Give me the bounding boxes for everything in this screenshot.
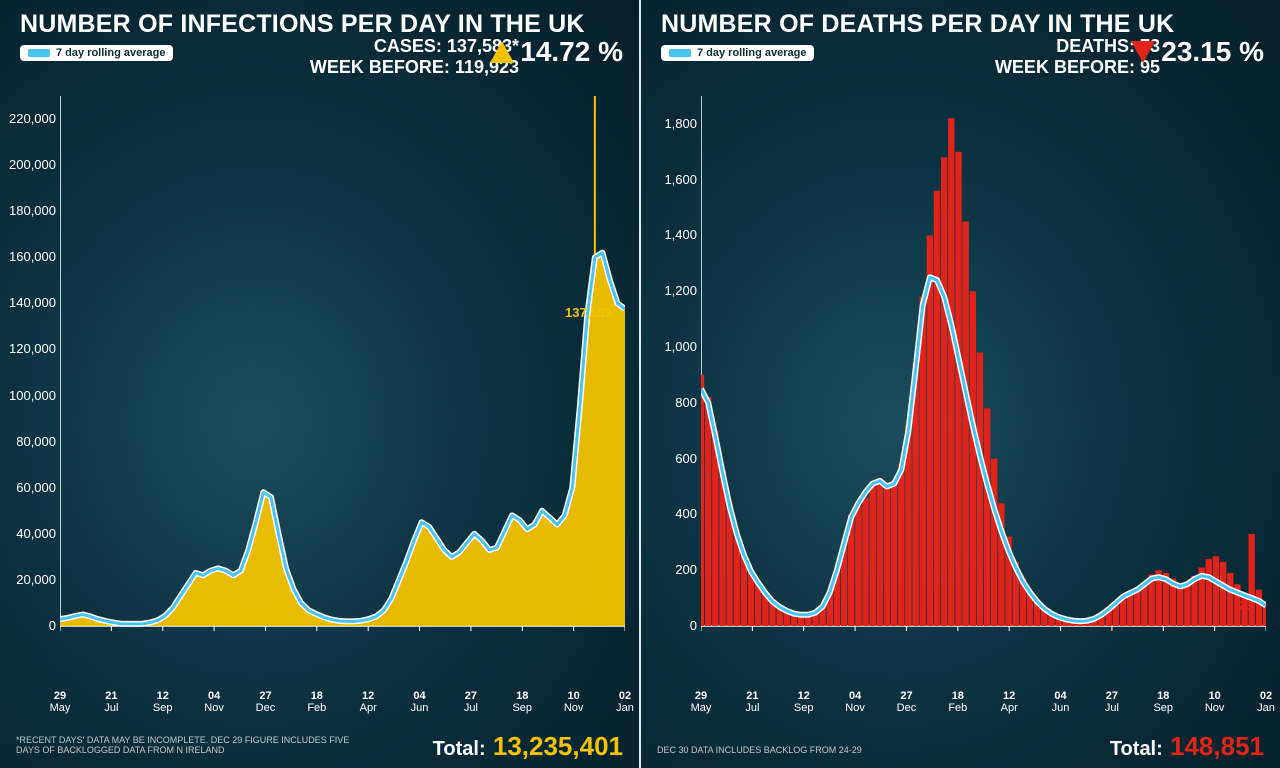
infections-change: 14.72 % bbox=[490, 36, 623, 68]
y-tick-label: 1,000 bbox=[641, 339, 697, 354]
x-tick-label: 02Jan bbox=[1248, 690, 1280, 714]
x-tick-label: 29May bbox=[42, 690, 78, 714]
x-tick-label: 04Nov bbox=[837, 690, 873, 714]
end-value-label: 137,583 bbox=[565, 305, 612, 320]
y-tick-label: 0 bbox=[641, 618, 697, 633]
x-tick-label: 02Jan bbox=[607, 690, 643, 714]
x-tick-label: 18Feb bbox=[299, 690, 335, 714]
x-tick-label: 29May bbox=[683, 690, 719, 714]
x-tick-label: 04Nov bbox=[196, 690, 232, 714]
y-tick-label: 200,000 bbox=[0, 157, 56, 172]
legend-swatch bbox=[28, 49, 50, 57]
legend-badge: 7 day rolling average bbox=[661, 45, 814, 61]
y-tick-label: 180,000 bbox=[0, 203, 56, 218]
x-tick-label: 10Nov bbox=[556, 690, 592, 714]
x-tick-label: 27Jul bbox=[1094, 690, 1130, 714]
x-tick-label: 27Dec bbox=[247, 690, 283, 714]
y-tick-label: 1,200 bbox=[641, 283, 697, 298]
deaths-change: 23.15 % bbox=[1131, 36, 1264, 68]
y-tick-label: 0 bbox=[0, 618, 56, 633]
y-tick-label: 20,000 bbox=[0, 572, 56, 587]
legend-swatch bbox=[669, 49, 691, 57]
x-tick-label: 21Jul bbox=[93, 690, 129, 714]
deaths-total: Total: 148,851 bbox=[1110, 731, 1264, 762]
infections-panel: NUMBER OF INFECTIONS PER DAY IN THE UK 7… bbox=[0, 0, 639, 768]
y-tick-label: 200 bbox=[641, 562, 697, 577]
deaths-chart bbox=[701, 96, 1266, 666]
y-tick-label: 220,000 bbox=[0, 111, 56, 126]
x-tick-label: 27Dec bbox=[888, 690, 924, 714]
y-tick-label: 160,000 bbox=[0, 249, 56, 264]
arrow-down-icon bbox=[1131, 41, 1155, 63]
y-tick-label: 100,000 bbox=[0, 388, 56, 403]
deaths-title: NUMBER OF DEATHS PER DAY IN THE UK bbox=[661, 10, 1268, 39]
x-tick-label: 10Nov bbox=[1197, 690, 1233, 714]
deaths-footnote: Dec 30 data includes backlog from 24-29 bbox=[657, 746, 862, 756]
x-tick-label: 18Feb bbox=[940, 690, 976, 714]
end-value-label: 73 bbox=[1238, 598, 1252, 613]
x-tick-label: 18Sep bbox=[1145, 690, 1181, 714]
infections-total: Total: 13,235,401 bbox=[433, 731, 623, 762]
y-tick-label: 1,600 bbox=[641, 172, 697, 187]
x-tick-label: 12Apr bbox=[350, 690, 386, 714]
deaths-panel: NUMBER OF DEATHS PER DAY IN THE UK 7 day… bbox=[639, 0, 1280, 768]
infections-chart bbox=[60, 96, 625, 666]
y-tick-label: 1,800 bbox=[641, 116, 697, 131]
infections-title: NUMBER OF INFECTIONS PER DAY IN THE UK bbox=[20, 10, 627, 39]
y-tick-label: 400 bbox=[641, 506, 697, 521]
deaths-pct: 23.15 % bbox=[1161, 36, 1264, 68]
x-tick-label: 18Sep bbox=[504, 690, 540, 714]
infections-pct: 14.72 % bbox=[520, 36, 623, 68]
x-tick-label: 04Jun bbox=[1043, 690, 1079, 714]
infections-footnote: *Recent days' data may be incomplete. De… bbox=[16, 736, 356, 756]
y-tick-label: 140,000 bbox=[0, 295, 56, 310]
x-tick-label: 04Jun bbox=[402, 690, 438, 714]
x-tick-label: 12Sep bbox=[145, 690, 181, 714]
y-tick-label: 800 bbox=[641, 395, 697, 410]
y-tick-label: 60,000 bbox=[0, 480, 56, 495]
x-tick-label: 27Jul bbox=[453, 690, 489, 714]
y-tick-label: 600 bbox=[641, 451, 697, 466]
y-tick-label: 40,000 bbox=[0, 526, 56, 541]
legend-text: 7 day rolling average bbox=[697, 47, 806, 59]
y-tick-label: 1,400 bbox=[641, 227, 697, 242]
x-tick-label: 21Jul bbox=[734, 690, 770, 714]
infections-stats: CASES: 137,583* WEEK BEFORE: 119,923 bbox=[310, 36, 519, 77]
x-tick-label: 12Apr bbox=[991, 690, 1027, 714]
x-tick-label: 12Sep bbox=[786, 690, 822, 714]
arrow-up-icon bbox=[490, 41, 514, 63]
legend-badge: 7 day rolling average bbox=[20, 45, 173, 61]
y-tick-label: 80,000 bbox=[0, 434, 56, 449]
legend-text: 7 day rolling average bbox=[56, 47, 165, 59]
y-tick-label: 120,000 bbox=[0, 341, 56, 356]
